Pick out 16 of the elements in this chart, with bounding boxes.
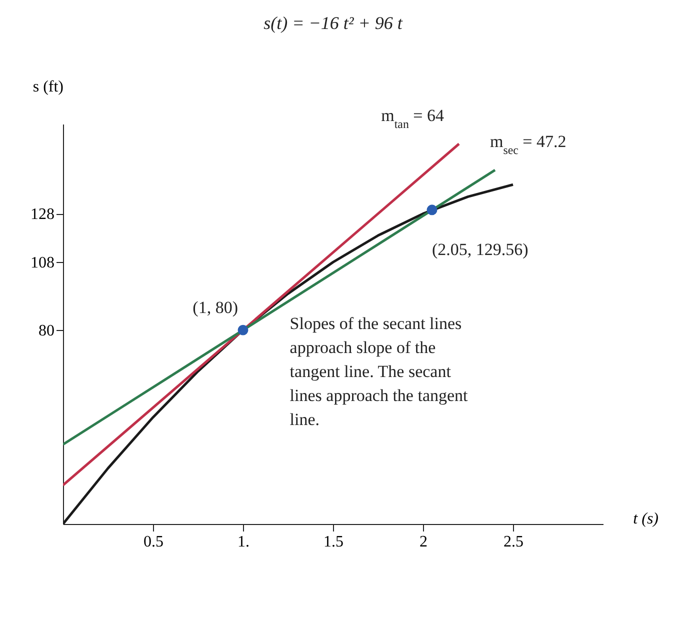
x-tick-label: 2 — [420, 534, 428, 550]
annotation: (2.05, 129.56) — [432, 240, 528, 259]
series-label: m$_{sec}$ = 47.2 — [490, 132, 566, 158]
annotation: (1, 80) — [192, 298, 238, 318]
y-tick-label: 80 — [38, 322, 54, 340]
x-tick-label: 1. — [238, 534, 250, 550]
x-tick-label: 0.5 — [144, 534, 164, 550]
x-axis-title: t (s) — [633, 510, 658, 528]
y-axis-title: s (ft) — [32, 78, 64, 96]
x-tick-label: 2.5 — [504, 534, 524, 550]
chart-title: s(t) = −16 t² + 96 t — [264, 13, 404, 33]
y-tick-label: 128 — [30, 206, 54, 224]
y-tick-label: 108 — [30, 254, 54, 272]
annotation: Slopes of the secant lines approach slope of the tangent line. The secant lines approach the tangent line. — [290, 314, 468, 429]
series-label: m$_{tan}$ = 64 — [381, 106, 444, 131]
x-tick-label: 1.5 — [324, 534, 344, 550]
